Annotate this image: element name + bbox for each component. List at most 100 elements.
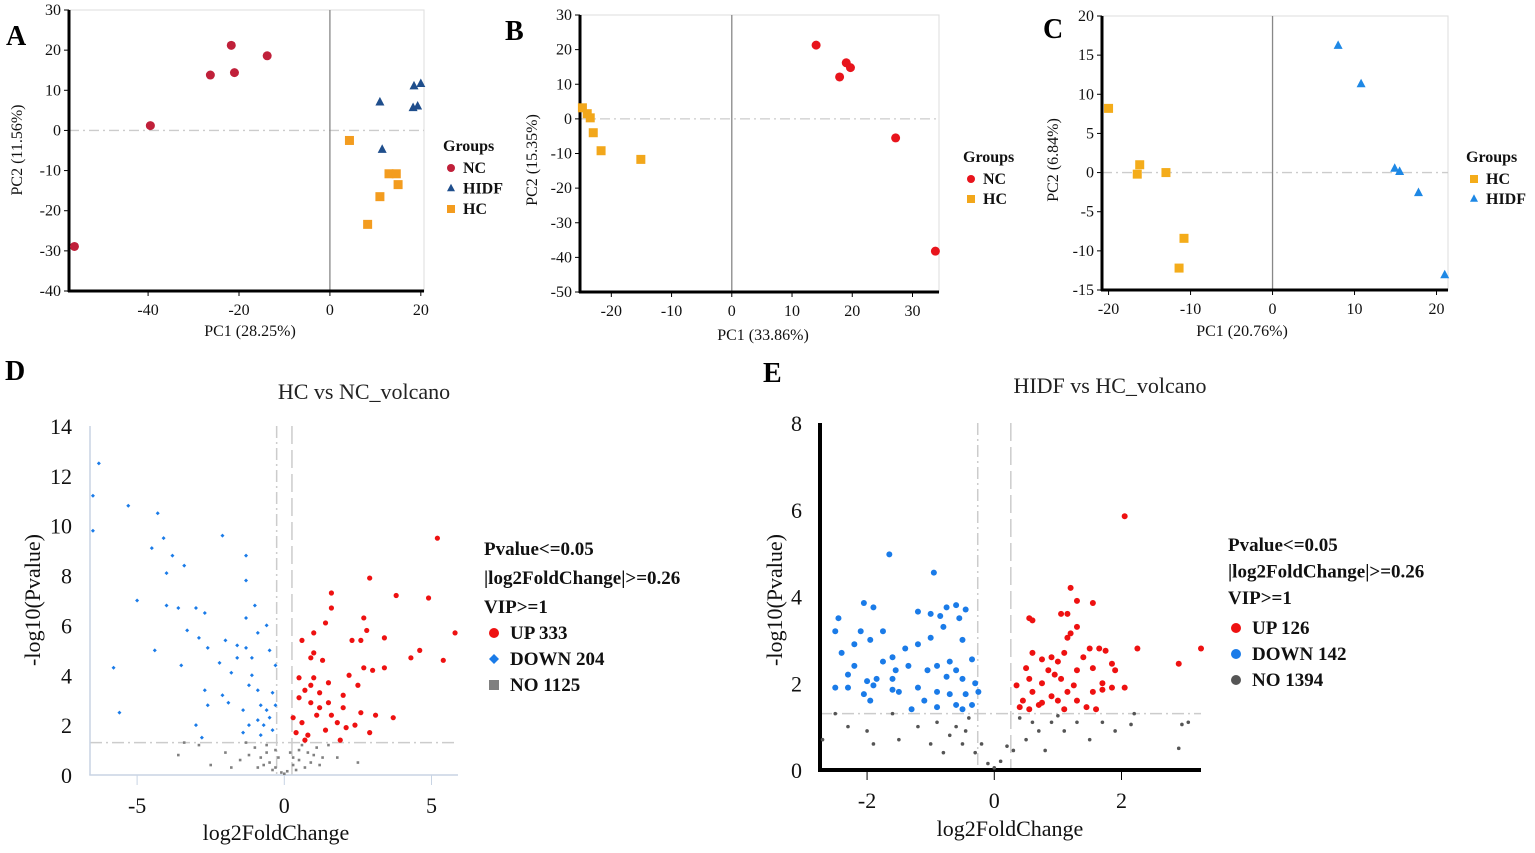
panel-e-data-point xyxy=(844,671,851,678)
panel-e-data-point xyxy=(1176,746,1181,751)
panel-e-data-point xyxy=(1061,706,1068,713)
panel-e-data-point xyxy=(1064,634,1071,641)
panel-e-data-point xyxy=(1045,667,1052,674)
panel-d-data-point xyxy=(328,605,335,611)
panel-a-legend-marker xyxy=(447,183,455,192)
panel-a-y-tick-label: 10 xyxy=(45,82,61,99)
panel-d-data-point xyxy=(149,546,154,551)
panel-e-data-point xyxy=(1024,737,1028,742)
panel-e-data-point xyxy=(916,724,920,729)
panel-d-legend-marker xyxy=(489,654,499,664)
panel-d-data-point xyxy=(274,748,277,752)
panel-e-data-point xyxy=(871,742,876,746)
panel-b-x-tick-label: 20 xyxy=(844,303,860,320)
panel-b-data-point xyxy=(577,103,587,113)
panel-e-data-point xyxy=(1075,720,1079,725)
panel-b-legend-title: Groups xyxy=(963,149,1014,166)
panel-d-x-tick-label: 0 xyxy=(279,793,290,818)
panel-e-y-tick-label: 2 xyxy=(791,671,802,696)
panel-b-data-point xyxy=(835,72,845,82)
panel-e-data-point xyxy=(927,634,934,641)
panel-d-data-point xyxy=(328,590,335,596)
panel-a-y-tick-label: -40 xyxy=(40,283,61,300)
panel-e-data-point xyxy=(972,680,979,687)
panel-d-data-point xyxy=(126,503,131,508)
panel-d-data-point xyxy=(273,663,278,668)
panel-b-y-tick-label: -10 xyxy=(551,146,572,163)
panel-e-data-point xyxy=(1064,688,1071,695)
panel-a-data-point xyxy=(416,78,426,88)
panel-b-x-tick-label: 0 xyxy=(728,303,736,320)
panel-c-data-point xyxy=(1333,40,1343,49)
panel-d-legend-marker xyxy=(489,628,499,638)
panel-a-data-point xyxy=(393,180,403,190)
panel-d-data-point xyxy=(246,723,251,728)
panel-label-d: D xyxy=(5,356,25,387)
panel-d-y-tick-label: 8 xyxy=(61,564,72,589)
panel-d-data-point xyxy=(265,751,268,754)
panel-d-data-point xyxy=(111,665,116,670)
panel-d-data-point xyxy=(170,553,175,558)
panel-a-x-tick-label: 20 xyxy=(413,302,429,319)
panel-e-criteria-text: VIP>=1 xyxy=(1228,588,1292,609)
volcano-e-title: HIDF vs HC_volcano xyxy=(1013,373,1206,398)
panel-e-data-point xyxy=(857,628,864,635)
panel-e-data-point xyxy=(1005,744,1009,748)
panel-b-y-tick-label: 0 xyxy=(564,111,572,128)
panel-d-data-point xyxy=(297,758,301,762)
panel-e-legend-marker xyxy=(1231,675,1241,685)
panel-e-data-point xyxy=(1093,706,1100,713)
panel-d-data-point xyxy=(258,703,263,708)
panel-b-legend-marker xyxy=(967,175,975,183)
panel-c-data-point xyxy=(1440,269,1450,279)
panel-b-legend-label: NC xyxy=(983,171,1006,188)
panel-e-data-point xyxy=(851,662,858,669)
panel-c-legend-label: HC xyxy=(1486,171,1510,188)
panel-e-data-point xyxy=(867,636,874,643)
panel-e-data-point xyxy=(940,623,947,630)
panel-d-y-tick-label: 14 xyxy=(50,414,72,439)
panel-a-y-tick-label: 30 xyxy=(45,2,61,19)
panel-b-data-point xyxy=(891,133,901,143)
panel-e-data-point xyxy=(1037,729,1041,733)
panel-c-data-point xyxy=(1390,163,1400,172)
panel-d-data-point xyxy=(291,763,295,767)
panel-e-data-point xyxy=(886,551,893,558)
panel-d-data-point xyxy=(300,743,304,747)
panel-d-data-point xyxy=(302,737,308,743)
panel-e-data-point xyxy=(946,658,953,665)
panel-d-data-point xyxy=(197,743,201,747)
panel-d-data-point xyxy=(280,771,283,774)
panel-e-data-point xyxy=(1058,610,1065,617)
panel-e-data-point xyxy=(846,724,850,729)
panel-d-data-point xyxy=(408,655,414,661)
panel-e-data-point xyxy=(1086,645,1093,652)
panel-d-data-point xyxy=(259,756,263,759)
panel-d-data-point xyxy=(367,575,373,581)
panel-d-data-point xyxy=(299,637,305,643)
panel-b-y-tick-label: 30 xyxy=(556,7,572,24)
panel-e-data-point xyxy=(1134,645,1141,652)
panel-e-data-point xyxy=(1180,722,1184,727)
panel-c-data-point xyxy=(1161,168,1171,178)
panel-d-data-point xyxy=(358,637,364,643)
panel-e-y-tick-label: 0 xyxy=(791,758,802,783)
panel-d-data-point xyxy=(283,772,286,776)
panel-e-data-point xyxy=(953,701,960,708)
panel-d-data-point xyxy=(308,655,314,661)
panel-e-data-point xyxy=(889,675,896,682)
panel-d-data-point xyxy=(96,461,101,466)
panel-d-x-tick-label: -5 xyxy=(128,793,146,818)
panel-c-y-tick-label: 0 xyxy=(1086,165,1094,182)
panel-e-data-point xyxy=(1013,682,1020,689)
panel-e-data-point xyxy=(1073,623,1080,630)
panel-a-data-point xyxy=(344,135,354,145)
panel-d-data-point xyxy=(135,598,140,603)
panel-e-data-point xyxy=(962,691,969,698)
panel-d-data-point xyxy=(355,682,361,688)
panel-d-data-point xyxy=(230,766,233,769)
panel-d-data-point xyxy=(267,715,272,720)
panel-e-data-point xyxy=(934,662,941,669)
panel-d-data-point xyxy=(235,643,240,648)
panel-e-data-point xyxy=(873,675,880,682)
